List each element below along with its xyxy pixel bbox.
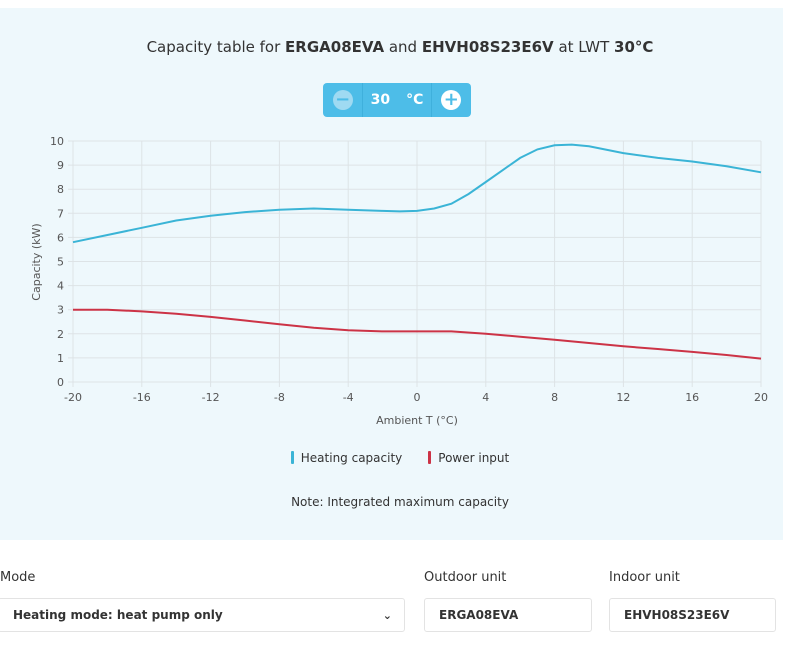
x-tick-label: -20: [64, 391, 82, 404]
chart-note: Note: Integrated maximum capacity: [291, 495, 509, 509]
outdoor-unit-value: ERGA08EVA: [439, 608, 519, 622]
lwt-stepper: − 30 °C +: [323, 83, 471, 117]
y-tick-label: 1: [57, 352, 64, 365]
legend-power-label: Power input: [438, 451, 510, 465]
chevron-down-icon: ⌄: [382, 608, 392, 622]
plus-icon: +: [441, 90, 462, 110]
y-tick-label: 2: [57, 328, 64, 341]
title-text: and: [384, 38, 422, 56]
minus-icon: −: [332, 90, 353, 110]
x-tick-label: -12: [202, 391, 220, 404]
increase-button[interactable]: +: [432, 83, 471, 117]
legend-power[interactable]: Power input: [428, 451, 509, 465]
lwt-unit: °C: [406, 92, 424, 108]
y-tick-label: 7: [57, 207, 64, 220]
mode-label: Mode: [0, 570, 36, 585]
x-tick-label: 8: [551, 391, 558, 404]
y-tick-label: 0: [57, 376, 64, 389]
title-outdoor: ERGA08EVA: [285, 38, 385, 56]
indoor-unit-field[interactable]: EHVH08S23E6V: [609, 598, 776, 632]
y-tick-label: 10: [50, 135, 64, 148]
title-text: Capacity table for: [146, 38, 286, 56]
lwt-value: 30: [370, 92, 391, 108]
power-input-line: [73, 308, 762, 360]
y-tick-label: 3: [57, 304, 64, 317]
y-tick-label: 9: [57, 159, 64, 172]
y-tick-label: 6: [57, 231, 64, 244]
heating-capacity-line: [72, 143, 762, 244]
decrease-button[interactable]: −: [323, 83, 362, 117]
x-tick-label: 20: [754, 391, 768, 404]
mode-value: Heating mode: heat pump only: [13, 608, 223, 622]
indoor-unit-label: Indoor unit: [609, 570, 680, 585]
x-axis-label: Ambient T (°C): [376, 414, 458, 427]
title-lwt: 30°C: [614, 38, 654, 56]
x-tick-label: -4: [343, 391, 354, 404]
power-swatch: [428, 451, 432, 464]
x-tick-label: -16: [133, 391, 151, 404]
y-tick-label: 4: [57, 280, 64, 293]
mode-select[interactable]: Heating mode: heat pump only ⌄: [0, 598, 405, 632]
y-tick-label: 5: [57, 256, 64, 269]
title-text: at LWT: [553, 38, 615, 56]
heating-swatch: [290, 451, 294, 464]
outdoor-unit-label: Outdoor unit: [424, 570, 507, 585]
stepper-value[interactable]: 30 °C: [362, 83, 432, 117]
x-tick-label: 4: [482, 391, 489, 404]
legend-heating-label: Heating capacity: [300, 451, 403, 465]
x-tick-label: 0: [414, 391, 421, 404]
y-tick-label: 8: [57, 183, 64, 196]
x-tick-label: 12: [616, 391, 630, 404]
page-title: Capacity table for ERGA08EVA and EHVH08S…: [0, 38, 800, 56]
x-tick-label: 16: [685, 391, 699, 404]
legend-heating[interactable]: Heating capacity: [290, 451, 403, 465]
outdoor-unit-field[interactable]: ERGA08EVA: [424, 598, 592, 632]
indoor-unit-value: EHVH08S23E6V: [624, 608, 730, 622]
chart-legend: Heating capacity Power input: [0, 451, 800, 465]
x-tick-label: -8: [274, 391, 285, 404]
y-axis-label: Capacity (kW): [30, 223, 43, 300]
title-indoor: EHVH08S23E6V: [421, 38, 554, 56]
